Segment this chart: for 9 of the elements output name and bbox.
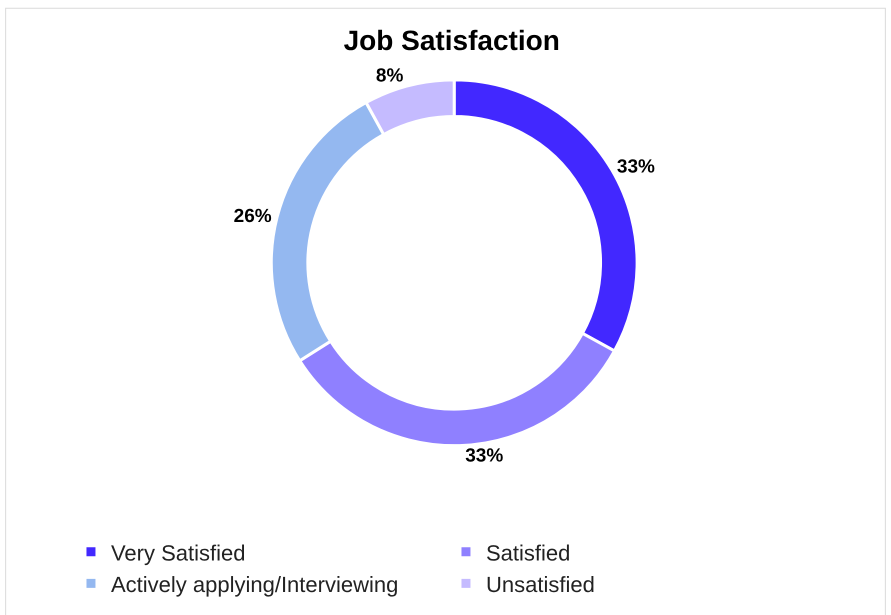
legend-label: Satisfied xyxy=(486,540,570,566)
legend-label: Actively applying/Interviewing xyxy=(110,572,398,597)
data-label: 26% xyxy=(234,206,272,228)
legend-label: Unsatisfied xyxy=(486,572,595,597)
legend-label: Very Satisfied xyxy=(110,540,246,566)
data-label: 33% xyxy=(465,446,504,467)
data-label: 33% xyxy=(616,156,656,178)
chart-title: Job Satisfaction xyxy=(344,24,560,56)
data-label: 8% xyxy=(376,65,404,86)
